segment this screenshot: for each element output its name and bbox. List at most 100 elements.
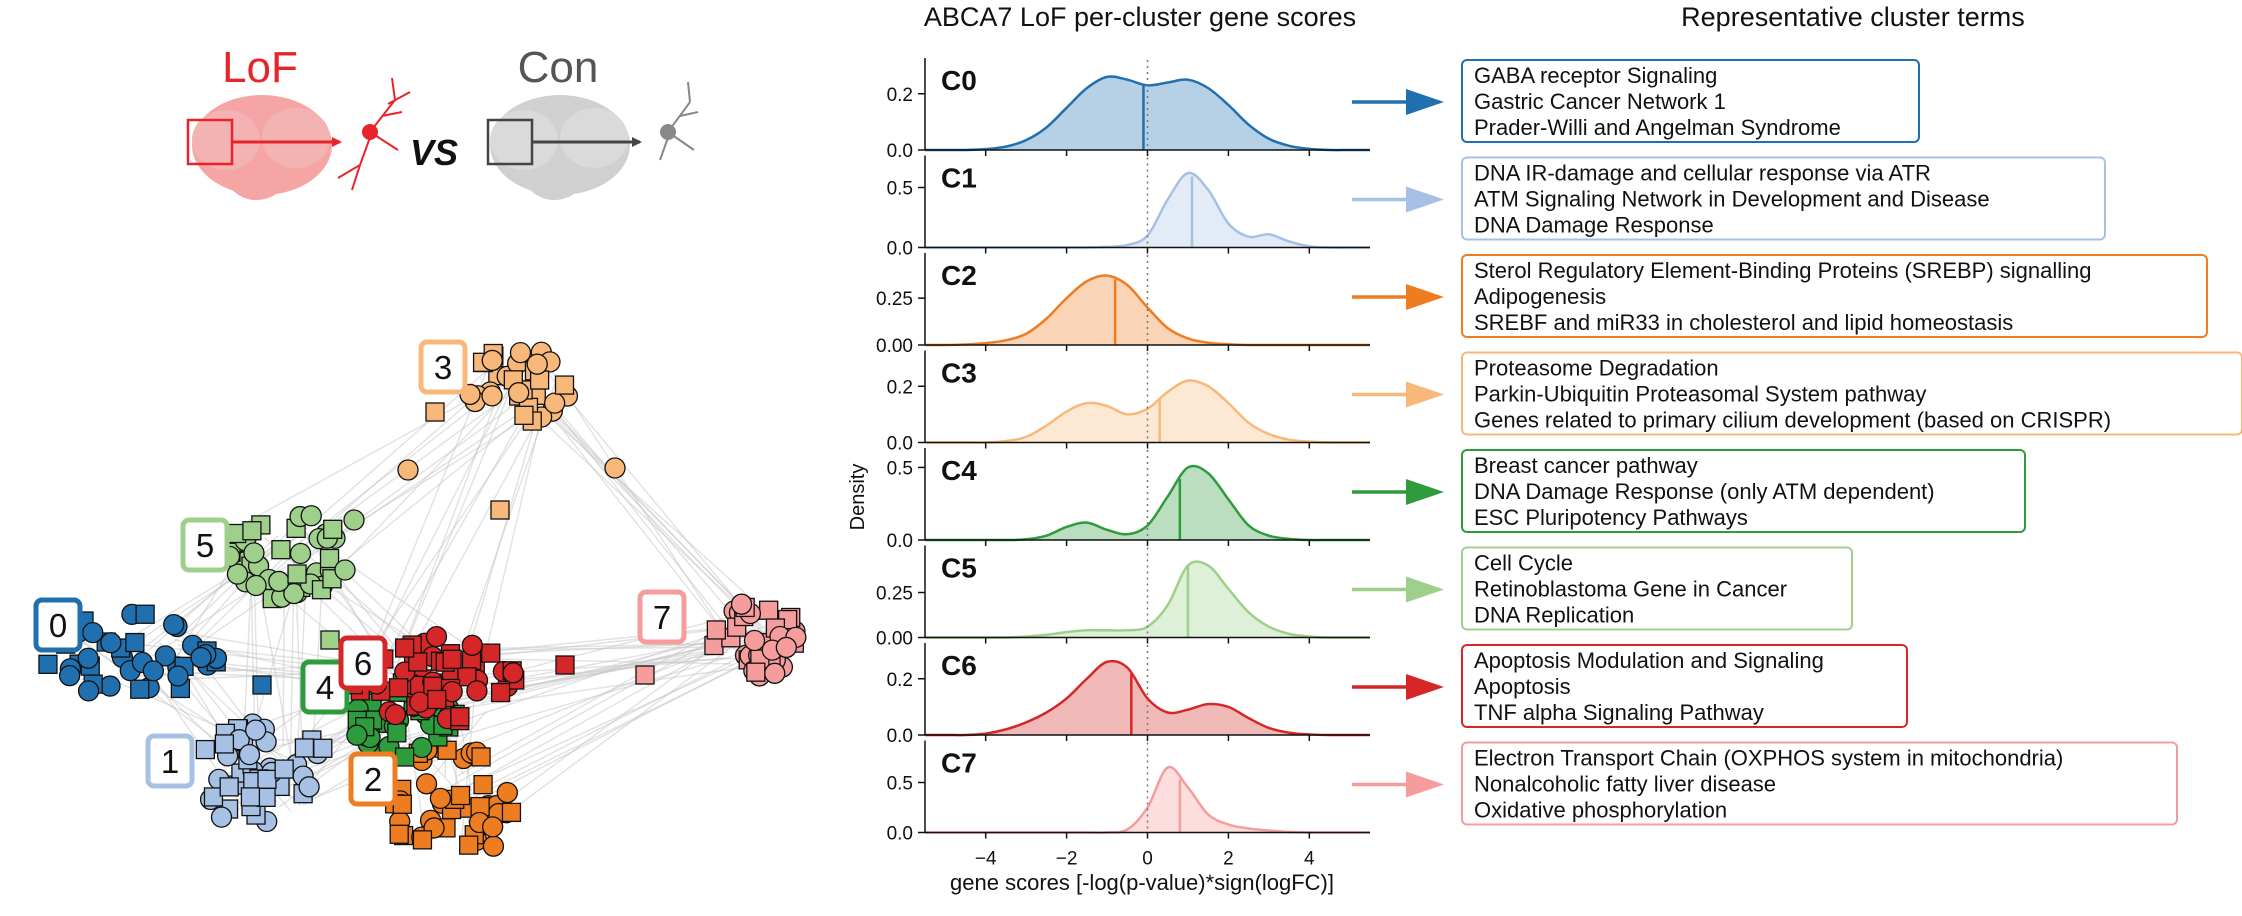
network-node-circle — [142, 660, 165, 682]
network-node-square — [240, 787, 261, 807]
network-node-circle — [543, 392, 566, 414]
network-node-circle — [190, 646, 212, 669]
terms-box-frame — [1461, 741, 2178, 826]
network-node-circle — [167, 665, 189, 687]
network-node-square — [481, 643, 501, 663]
terms-title: Representative cluster terms — [1681, 2, 2025, 32]
network-node-square — [130, 679, 150, 699]
network-node-circle — [77, 680, 100, 702]
density-subplot: 0.00 0.25 C5 — [876, 545, 1444, 650]
con-label: Con — [518, 43, 599, 92]
network-node-square — [490, 500, 510, 520]
network-edge — [279, 398, 541, 578]
network-node-circle — [508, 382, 530, 404]
network-node-square — [287, 564, 307, 584]
network-edge — [546, 364, 744, 663]
y-tick-label: 0.2 — [887, 670, 913, 691]
cluster-term: Gastric Cancer Network 1 — [1474, 89, 1726, 114]
network-node-circle — [334, 559, 356, 581]
density-area — [925, 380, 1370, 443]
network-node-square — [203, 787, 224, 807]
network-node-circle — [730, 593, 753, 615]
network-node-square — [501, 802, 522, 823]
network-node-square — [514, 405, 534, 425]
cluster-term: Apoptosis Modulation and Signaling — [1474, 648, 1824, 673]
network-edge — [313, 404, 538, 587]
network-node-square — [554, 375, 575, 395]
cluster-term: Electron Transport Chain (OXPHOS system … — [1474, 746, 2063, 771]
terms-box-frame — [1461, 351, 2242, 436]
cluster-arrow-head — [1406, 771, 1444, 798]
network-edge — [369, 380, 514, 664]
terms-box-frame — [1461, 156, 2106, 241]
cluster-arrow-head — [1406, 674, 1444, 700]
network-node-square — [457, 667, 477, 687]
network-node-circle — [289, 542, 312, 565]
terms-box-frame — [1461, 546, 1853, 631]
network-node-square — [195, 739, 215, 760]
cluster-terms-box: Apoptosis Modulation and SignalingApopto… — [1461, 644, 1908, 728]
network-node-circle — [238, 743, 261, 766]
network-node-circle — [409, 691, 431, 713]
terms-panel: Representative cluster terms GABA recept… — [1461, 2, 2242, 826]
network-node-square — [125, 632, 145, 653]
network-node-square — [459, 835, 479, 855]
network-node-circle — [384, 703, 407, 726]
terms-box-frame — [1461, 644, 1908, 728]
network-node-circle — [509, 341, 532, 364]
cluster-term: Prader-Willi and Angelman Syndrome — [1474, 115, 1841, 140]
network-node-circle — [496, 781, 518, 804]
cluster-term: ESC Pluripotency Pathways — [1474, 505, 1748, 530]
density-line — [925, 659, 1370, 737]
network-node-square — [313, 738, 333, 758]
cluster-term: Cell Cycle — [1474, 551, 1573, 576]
y-tick-label: 0.0 — [887, 434, 913, 455]
cluster-badge: 2 — [348, 751, 398, 807]
network-node-square — [320, 630, 340, 650]
lof-brain-icon — [186, 95, 342, 201]
cluster-term: Sterol Regulatory Element-Binding Protei… — [1474, 258, 2092, 283]
network-edge — [439, 619, 749, 793]
network-node-square — [252, 675, 272, 695]
network-node-circle — [481, 385, 503, 407]
cluster-badge-label: 3 — [434, 349, 452, 386]
cluster-badge: 7 — [637, 589, 687, 645]
cluster-name: C3 — [941, 358, 977, 389]
network-node-circle — [243, 542, 265, 564]
y-tick-label: 0.00 — [876, 629, 913, 650]
y-tick-label: 0.0 — [887, 824, 913, 845]
network-node-square — [219, 777, 239, 797]
network-node-square — [387, 723, 407, 743]
network-node-circle — [298, 776, 320, 798]
cluster-term: DNA Damage Response (only ATM dependent) — [1474, 479, 1935, 504]
network-node-square — [427, 689, 447, 710]
density-panel: ABCA7 LoF per-cluster gene scores 0.0 0.2… — [847, 2, 1444, 895]
network-node-circle — [397, 459, 419, 481]
cluster-arrow-head — [1406, 284, 1444, 310]
density-subplot: 0.0 0.2 C3 — [887, 350, 1444, 455]
network-node-circle — [411, 736, 433, 759]
y-tick-label: 0.0 — [887, 141, 913, 162]
cluster-term: ATM Signaling Network in Development and… — [1474, 187, 1990, 212]
network-panel: LoF Con VS — [33, 43, 807, 857]
network-node-circle — [429, 787, 452, 810]
cluster-label-badges: 0 1 2 3 4 5 6 7 — [33, 339, 687, 807]
cluster-badge-label: 1 — [161, 743, 179, 780]
network-node-circle — [268, 570, 290, 593]
cluster-badge: 5 — [180, 517, 230, 573]
density-subplot: 0.0 0.5 C4 — [887, 448, 1444, 552]
network-node-circle — [245, 574, 267, 597]
network-node-circle — [163, 613, 185, 636]
network-node-circle — [99, 675, 121, 697]
y-tick-label: 0.0 — [887, 726, 913, 747]
vs-label: VS — [410, 132, 458, 173]
network-edge — [446, 652, 758, 797]
cluster-term: Parkin-Ubiquitin Proteasomal System path… — [1474, 382, 1926, 407]
cluster-arrow-head — [1406, 89, 1444, 115]
network-edge — [548, 401, 746, 651]
network-node-circle — [77, 647, 99, 669]
cluster-term: Nonalcoholic fatty liver disease — [1474, 772, 1776, 797]
cluster-badge: 0 — [33, 597, 83, 653]
